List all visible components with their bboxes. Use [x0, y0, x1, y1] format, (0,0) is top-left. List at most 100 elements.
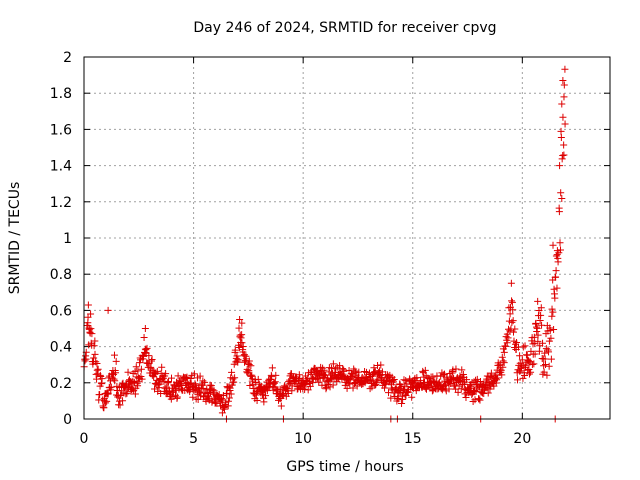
data-point: [158, 363, 166, 371]
data-point: [254, 375, 262, 383]
data-point: [509, 317, 517, 325]
data-points: [80, 65, 569, 423]
data-point: [381, 379, 389, 387]
data-point: [400, 376, 408, 384]
data-point: [110, 375, 118, 383]
y-tick-label: 0.4: [50, 340, 72, 356]
y-axis-label: SRMTID / TECUs: [7, 182, 23, 295]
data-point: [277, 394, 285, 402]
data-point: [525, 370, 533, 378]
data-point: [231, 374, 239, 382]
data-point: [162, 383, 170, 391]
data-point: [545, 348, 553, 356]
y-tick-label: 1.8: [50, 86, 72, 102]
axis-ticks: 00.20.40.60.811.21.41.61.820 5 10 15 20: [50, 50, 610, 447]
data-point: [559, 77, 567, 85]
data-point: [389, 376, 397, 384]
data-point: [553, 247, 561, 255]
data-point: [533, 324, 541, 332]
data-point: [124, 368, 132, 376]
data-point: [349, 384, 357, 392]
data-point: [299, 385, 307, 393]
data-point: [84, 301, 92, 309]
data-point: [557, 134, 565, 142]
data-point: [545, 362, 553, 370]
data-point: [287, 379, 295, 387]
data-point: [557, 189, 565, 197]
data-point: [540, 362, 548, 370]
data-point: [560, 81, 568, 89]
data-point: [560, 141, 568, 149]
data-point: [508, 297, 516, 305]
data-point: [236, 315, 244, 323]
data-point: [134, 382, 142, 390]
data-point: [392, 384, 400, 392]
data-point: [528, 360, 536, 368]
data-point: [102, 399, 110, 407]
data-point: [337, 371, 345, 379]
data-point: [94, 365, 102, 373]
data-point: [172, 391, 180, 399]
data-point: [288, 382, 296, 390]
data-point: [551, 294, 559, 302]
data-point: [530, 360, 538, 368]
data-point: [224, 397, 232, 405]
data-point: [531, 350, 539, 358]
data-point: [523, 351, 531, 359]
data-point: [532, 319, 540, 327]
data-point: [191, 380, 199, 388]
data-point: [557, 127, 565, 135]
data-point: [173, 393, 181, 401]
data-point: [370, 364, 378, 372]
data-point: [259, 391, 267, 399]
data-point: [529, 340, 537, 348]
data-point: [238, 319, 246, 327]
data-point: [534, 331, 542, 339]
data-point: [227, 390, 235, 398]
data-point: [381, 384, 389, 392]
data-point: [497, 366, 505, 374]
data-point: [543, 371, 551, 379]
data-point: [329, 381, 337, 389]
data-point: [408, 393, 416, 401]
data-point: [143, 344, 151, 352]
data-point: [306, 382, 314, 390]
data-point: [245, 357, 253, 365]
data-point: [503, 339, 511, 347]
x-tick-label: 5: [189, 431, 198, 447]
data-point: [130, 378, 138, 386]
data-point: [560, 151, 568, 159]
data-point: [345, 379, 353, 387]
data-point: [189, 393, 197, 401]
data-point: [196, 372, 204, 380]
data-point: [445, 385, 453, 393]
plot-frame: [83, 56, 611, 420]
data-point: [137, 365, 145, 373]
data-point: [521, 342, 529, 350]
data-point: [231, 346, 239, 354]
data-point: [268, 364, 276, 372]
data-point: [561, 65, 569, 73]
data-point: [560, 93, 568, 101]
data-point: [186, 379, 194, 387]
y-tick-label: 0.2: [50, 376, 72, 392]
data-point: [494, 374, 502, 382]
data-point: [384, 372, 392, 380]
data-point: [463, 376, 471, 384]
data-point: [215, 391, 223, 399]
data-point: [131, 368, 139, 376]
data-point: [260, 398, 268, 406]
data-point: [336, 362, 344, 370]
data-point: [411, 378, 419, 386]
data-point: [476, 396, 484, 404]
data-point: [183, 373, 191, 381]
data-point: [246, 381, 254, 389]
data-point: [541, 349, 549, 357]
data-point: [511, 325, 519, 333]
data-point: [548, 312, 556, 320]
y-tick-label: 0.8: [50, 267, 72, 283]
data-point: [547, 355, 555, 363]
data-point: [394, 395, 402, 403]
data-point: [239, 343, 247, 351]
data-point: [413, 374, 421, 382]
